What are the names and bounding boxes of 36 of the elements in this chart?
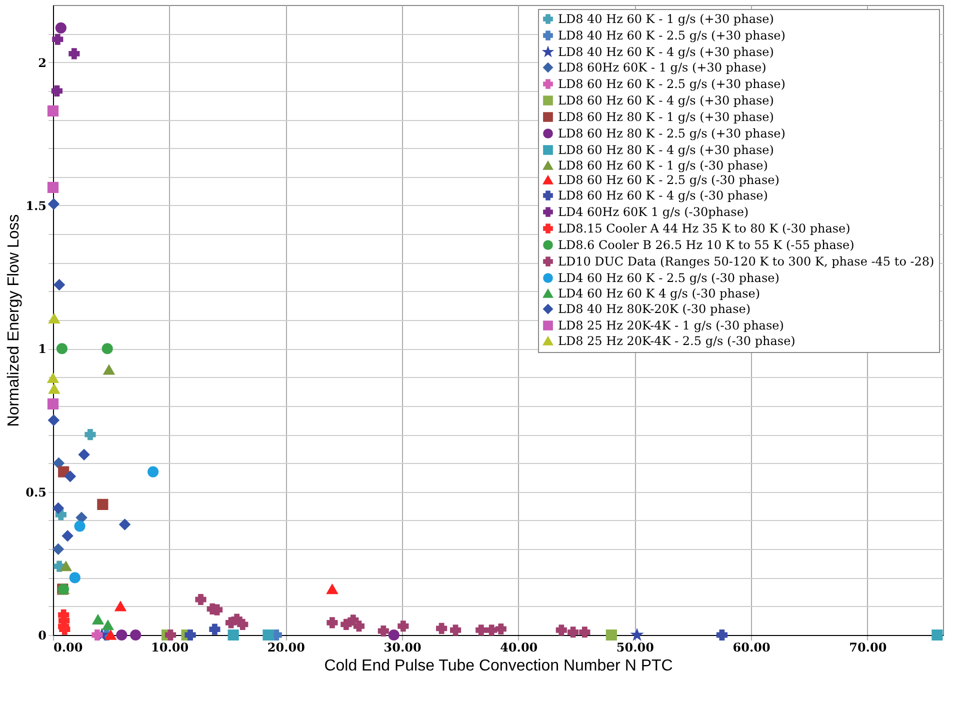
x-tick-label: 40.00 (500, 640, 538, 654)
legend-label: LD8 60Hz 60K - 1 g/s (+30 phase) (558, 60, 766, 74)
x-tick-label: 50.00 (616, 640, 654, 654)
legend-label: LD8 25 Hz 20K-4K - 1 g/s (-30 phase) (558, 318, 784, 332)
legend-label: LD8 60 Hz 80 K - 4 g/s (+30 phase) (558, 143, 774, 157)
y-tick-label: 0.5 (26, 485, 46, 500)
legend-label: LD8 60 Hz 80 K - 1 g/s (+30 phase) (558, 110, 774, 124)
legend-label: LD8 40 Hz 60 K - 2.5 g/s (+30 phase) (558, 28, 786, 42)
legend-label: LD4 60 Hz 60 K 4 g/s (-30 phase) (558, 286, 760, 300)
y-tick-label: 0 (38, 628, 46, 642)
legend-label: LD8 60 Hz 60 K - 2.5 g/s (-30 phase) (558, 173, 780, 187)
legend-label: LD4 60Hz 60K 1 g/s (-30phase) (558, 205, 749, 219)
legend-label: LD4 60 Hz 60 K - 2.5 g/s (-30 phase) (558, 271, 780, 285)
x-tick-label: 30.00 (384, 640, 422, 654)
x-tick-label: 70.00 (849, 640, 887, 654)
legend-label: LD10 DUC Data (Ranges 50-120 K to 300 K, phase -45 to -28) (558, 254, 934, 268)
y-tick-label: 1.5 (26, 198, 46, 213)
x-tick-label: 10.00 (151, 640, 189, 654)
legend-label: LD8 40 Hz 60 K - 1 g/s (+30 phase) (558, 12, 774, 26)
x-tick-label: 0.00 (54, 640, 83, 654)
x-axis-title: Cold End Pulse Tube Convection Number N PTC (324, 658, 673, 674)
legend-label: LD8 60 Hz 80 K - 2.5 g/s (+30 phase) (558, 126, 786, 140)
legend-label: LD8.6 Cooler B 26.5 Hz 10 K to 55 K (-55 phase) (558, 238, 854, 252)
y-tick-label: 1 (38, 342, 46, 356)
x-tick-label: 20.00 (267, 640, 305, 654)
y-tick-label: 2 (38, 56, 46, 70)
legend-label: LD8 60 Hz 60 K - 2.5 g/s (+30 phase) (558, 77, 786, 91)
legend-label: LD8 60 Hz 60 K - 4 g/s (-30 phase) (558, 188, 768, 202)
legend-label: LD8 25 Hz 20K-4K - 2.5 g/s (-30 phase) (558, 334, 796, 348)
y-axis-title: Normalized Energy Flow Loss (6, 214, 23, 427)
legend-label: LD8 60 Hz 60 K - 4 g/s (+30 phase) (558, 94, 774, 108)
x-tick-label: 60.00 (732, 640, 770, 654)
legend-label: LD8.15 Cooler A 44 Hz 35 K to 80 K (-30 phase) (558, 222, 850, 236)
legend-label: LD8 40 Hz 60 K - 4 g/s (+30 phase) (558, 45, 774, 59)
legend-label: LD8 60 Hz 60 K - 1 g/s (-30 phase) (558, 158, 768, 172)
legend-label: LD8 40 Hz 80K-20K (-30 phase) (558, 302, 751, 316)
